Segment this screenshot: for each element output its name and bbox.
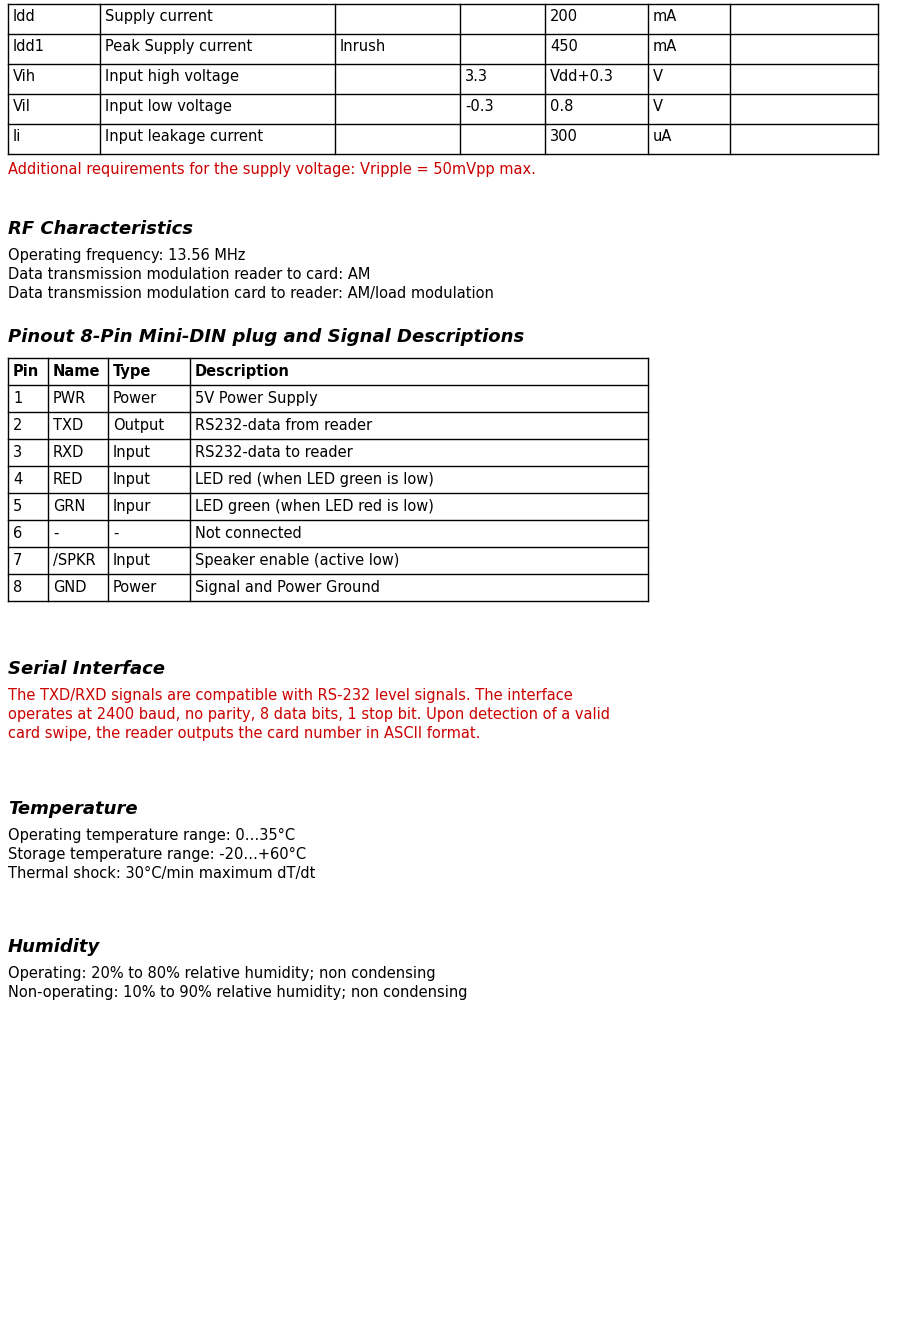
Text: 3.3: 3.3	[464, 69, 488, 84]
Text: Type: Type	[113, 363, 151, 379]
Text: -: -	[53, 526, 59, 541]
Text: Supply current: Supply current	[105, 9, 212, 24]
Text: Output: Output	[113, 418, 164, 433]
Text: 450: 450	[549, 39, 577, 53]
Text: Input low voltage: Input low voltage	[105, 99, 231, 114]
Text: The TXD/RXD signals are compatible with RS-232 level signals. The interface: The TXD/RXD signals are compatible with …	[8, 688, 573, 703]
Text: Speaker enable (active low): Speaker enable (active low)	[195, 553, 399, 568]
Text: 2: 2	[13, 418, 23, 433]
Text: RXD: RXD	[53, 445, 84, 460]
Text: V: V	[652, 99, 662, 114]
Text: -: -	[113, 526, 118, 541]
Text: Vih: Vih	[13, 69, 36, 84]
Text: Operating temperature range: 0…35°C: Operating temperature range: 0…35°C	[8, 828, 294, 843]
Text: Vil: Vil	[13, 99, 31, 114]
Text: Storage temperature range: -20…+60°C: Storage temperature range: -20…+60°C	[8, 847, 306, 862]
Text: Not connected: Not connected	[195, 526, 302, 541]
Text: operates at 2400 baud, no parity, 8 data bits, 1 stop bit. Upon detection of a v: operates at 2400 baud, no parity, 8 data…	[8, 707, 610, 721]
Text: Input: Input	[113, 553, 151, 568]
Text: RF Characteristics: RF Characteristics	[8, 220, 192, 238]
Text: Thermal shock: 30°C/min maximum dT/dt: Thermal shock: 30°C/min maximum dT/dt	[8, 866, 315, 880]
Text: 300: 300	[549, 130, 577, 144]
Text: Vdd+0.3: Vdd+0.3	[549, 69, 613, 84]
Text: Inrush: Inrush	[340, 39, 386, 53]
Text: Description: Description	[195, 363, 290, 379]
Text: Temperature: Temperature	[8, 800, 137, 818]
Text: Non-operating: 10% to 90% relative humidity; non condensing: Non-operating: 10% to 90% relative humid…	[8, 985, 467, 1001]
Text: Inpur: Inpur	[113, 500, 151, 514]
Text: 4: 4	[13, 472, 23, 488]
Text: Input: Input	[113, 472, 151, 488]
Text: -0.3: -0.3	[464, 99, 493, 114]
Text: 6: 6	[13, 526, 23, 541]
Text: mA: mA	[652, 39, 676, 53]
Text: Ii: Ii	[13, 130, 22, 144]
Text: 7: 7	[13, 553, 23, 568]
Text: 3: 3	[13, 445, 22, 460]
Text: Idd: Idd	[13, 9, 36, 24]
Text: Input high voltage: Input high voltage	[105, 69, 238, 84]
Text: card swipe, the reader outputs the card number in ASCII format.: card swipe, the reader outputs the card …	[8, 725, 479, 741]
Text: RS232-data from reader: RS232-data from reader	[195, 418, 372, 433]
Text: 1: 1	[13, 391, 23, 406]
Text: /SPKR: /SPKR	[53, 553, 96, 568]
Text: 5: 5	[13, 500, 23, 514]
Text: 0.8: 0.8	[549, 99, 573, 114]
Text: Power: Power	[113, 391, 157, 406]
Text: Additional requirements for the supply voltage: Vripple = 50mVpp max.: Additional requirements for the supply v…	[8, 162, 535, 176]
Text: RED: RED	[53, 472, 83, 488]
Text: LED green (when LED red is low): LED green (when LED red is low)	[195, 500, 433, 514]
Text: Signal and Power Ground: Signal and Power Ground	[195, 580, 379, 595]
Text: Input leakage current: Input leakage current	[105, 130, 263, 144]
Text: V: V	[652, 69, 662, 84]
Text: Input: Input	[113, 445, 151, 460]
Text: LED red (when LED green is low): LED red (when LED green is low)	[195, 472, 433, 488]
Text: 200: 200	[549, 9, 578, 24]
Text: Serial Interface: Serial Interface	[8, 660, 165, 677]
Text: mA: mA	[652, 9, 676, 24]
Text: Humidity: Humidity	[8, 938, 100, 957]
Text: Name: Name	[53, 363, 100, 379]
Text: TXD: TXD	[53, 418, 83, 433]
Text: Peak Supply current: Peak Supply current	[105, 39, 252, 53]
Text: uA: uA	[652, 130, 672, 144]
Text: PWR: PWR	[53, 391, 87, 406]
Text: Pin: Pin	[13, 363, 39, 379]
Text: Data transmission modulation reader to card: AM: Data transmission modulation reader to c…	[8, 267, 370, 282]
Text: 8: 8	[13, 580, 23, 595]
Text: RS232-data to reader: RS232-data to reader	[195, 445, 352, 460]
Text: Operating frequency: 13.56 MHz: Operating frequency: 13.56 MHz	[8, 248, 245, 263]
Text: Idd1: Idd1	[13, 39, 45, 53]
Text: GND: GND	[53, 580, 87, 595]
Text: Operating: 20% to 80% relative humidity; non condensing: Operating: 20% to 80% relative humidity;…	[8, 966, 435, 981]
Text: Data transmission modulation card to reader: AM/load modulation: Data transmission modulation card to rea…	[8, 286, 493, 301]
Text: Pinout 8-Pin Mini-DIN plug and Signal Descriptions: Pinout 8-Pin Mini-DIN plug and Signal De…	[8, 329, 524, 346]
Text: Power: Power	[113, 580, 157, 595]
Text: GRN: GRN	[53, 500, 85, 514]
Text: 5V Power Supply: 5V Power Supply	[195, 391, 317, 406]
